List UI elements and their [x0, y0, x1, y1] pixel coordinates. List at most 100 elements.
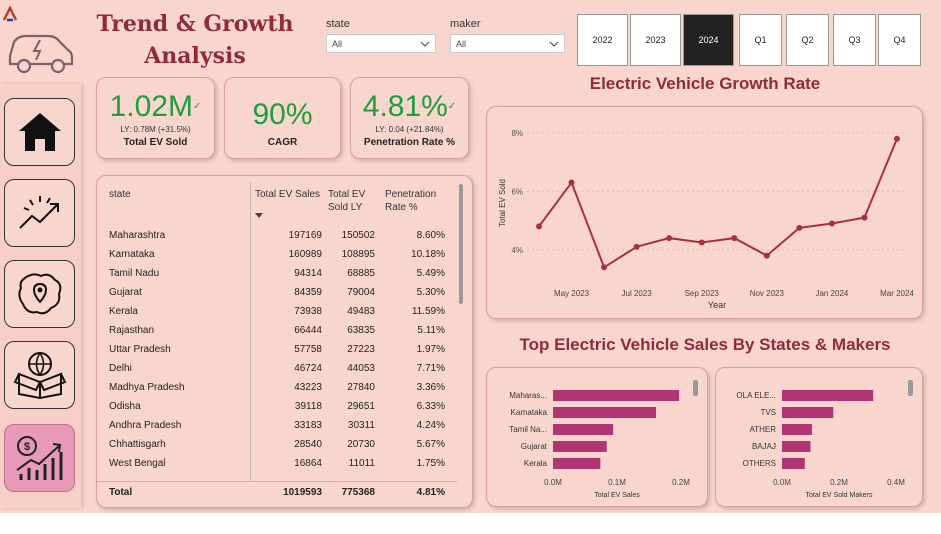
box-icon — [13, 352, 66, 400]
bar-category-label: Karnataka — [511, 408, 548, 417]
table-row[interactable]: Delhi 46724 44053 7.71% — [97, 359, 457, 378]
maker-dropdown-value: All — [456, 38, 467, 49]
quarter-slicer-q2[interactable]: Q2 — [786, 14, 829, 66]
bar-category-label: BAJAJ — [752, 442, 776, 451]
state-dropdown-value: All — [332, 38, 343, 49]
x-tick-label: 0.1M — [608, 478, 626, 487]
x-tick-label: 0.2M — [830, 478, 848, 487]
quarter-slicer-q3[interactable]: Q3 — [833, 14, 876, 66]
table-row[interactable]: West Bengal 16864 11011 1.75% — [97, 454, 457, 473]
bar[interactable] — [553, 407, 657, 418]
data-point[interactable] — [601, 264, 608, 271]
table-row[interactable]: Chhattisgarh 28540 20730 5.67% — [97, 435, 457, 454]
data-point[interactable] — [796, 224, 803, 231]
table-row[interactable]: Rajasthan 66444 63835 5.11% — [97, 321, 457, 340]
sales-cell: 160989 — [288, 249, 322, 260]
table-row[interactable]: Karnataka 160989 108895 10.18% — [97, 245, 457, 264]
bar[interactable] — [782, 458, 805, 469]
total-ev-card: 1.02M✓ LY: 0.78M (+31.5%) Total EV Sold — [96, 77, 215, 159]
data-point[interactable] — [763, 252, 770, 259]
data-point[interactable] — [568, 179, 575, 186]
svg-text:$: $ — [23, 441, 29, 453]
bar[interactable] — [782, 407, 834, 418]
chart-scrollbar[interactable] — [908, 380, 913, 396]
sort-desc-icon[interactable] — [255, 213, 263, 218]
y-tick-label: 6% — [511, 187, 523, 196]
bar[interactable] — [553, 390, 680, 401]
bar[interactable] — [553, 441, 607, 452]
bar[interactable] — [782, 390, 874, 401]
cagr-card: 90% CAGR — [224, 77, 341, 159]
sales-cell: 73938 — [294, 306, 322, 317]
table-row[interactable]: Kerala 73938 49483 11.59% — [97, 302, 457, 321]
data-point[interactable] — [861, 214, 868, 221]
table-row[interactable]: Gujarat 84359 79004 5.30% — [97, 283, 457, 302]
year-slicer-2024[interactable]: 2024 — [683, 14, 734, 66]
table-row[interactable]: Andhra Pradesh 33183 30311 4.24% — [97, 416, 457, 435]
ly-cell: 44053 — [347, 363, 375, 374]
data-point[interactable] — [633, 243, 640, 250]
check-icon: ✓ — [447, 101, 457, 112]
table-row[interactable]: Tamil Nadu 94314 68885 5.49% — [97, 264, 457, 283]
ly-cell: 150502 — [341, 230, 375, 241]
state-cell: Maharashtra — [109, 230, 166, 241]
x-tick-label: Nov 2023 — [750, 289, 785, 298]
col-header-ly[interactable]: Total EV Sold LY — [328, 189, 366, 213]
data-point[interactable] — [731, 235, 738, 242]
quarter-slicer-q1[interactable]: Q1 — [739, 14, 782, 66]
col-header-state[interactable]: state — [109, 189, 131, 200]
state-dropdown[interactable]: All — [326, 34, 436, 53]
sales-chart-title: Top Electric Vehicle Sales By States & M… — [519, 335, 891, 354]
table-row[interactable]: Maharashtra 197169 150502 8.60% — [97, 226, 457, 245]
x-tick-label: Jan 2024 — [815, 289, 848, 298]
rate-cell: 6.33% — [416, 401, 445, 412]
maker-dropdown[interactable]: All — [450, 34, 565, 53]
data-point[interactable] — [666, 235, 673, 242]
quarter-slicer-q4[interactable]: Q4 — [878, 14, 921, 66]
bar[interactable] — [553, 424, 614, 435]
state-filter-label: state — [326, 18, 350, 30]
sales-cell: 94314 — [294, 268, 322, 279]
ly-cell: 27223 — [347, 344, 375, 355]
nav-map-button[interactable] — [4, 260, 75, 328]
x-tick-label: Mar 2024 — [880, 289, 914, 298]
ly-cell: 30311 — [347, 420, 375, 431]
sales-cell: 16864 — [294, 458, 322, 469]
state-cell: West Bengal — [109, 458, 166, 469]
total-label: Total — [109, 487, 133, 498]
data-point[interactable] — [828, 220, 835, 227]
chart-scrollbar[interactable] — [693, 380, 698, 396]
bar[interactable] — [782, 424, 812, 435]
nav-trend-button[interactable] — [4, 179, 75, 247]
table-row[interactable]: Uttar Pradesh 57758 27223 1.97% — [97, 340, 457, 359]
bar-category-label: OLA ELE... — [736, 391, 776, 400]
bar-category-label: Gujarat — [521, 442, 548, 451]
nav-home-button[interactable] — [4, 98, 75, 166]
nav-growth-button[interactable]: $ — [4, 424, 75, 492]
state-cell: Chhattisgarh — [109, 439, 166, 450]
year-slicer-2023[interactable]: 2023 — [630, 14, 681, 66]
penetration-ly: LY: 0.04 (+21.84%) — [375, 125, 444, 134]
x-axis-label: Total EV Sold Makers — [806, 492, 873, 499]
col-header-rate[interactable]: Penetration Rate % — [385, 189, 437, 213]
table-scrollbar[interactable] — [459, 184, 463, 304]
data-point[interactable] — [894, 135, 900, 142]
year-slicer-2022[interactable]: 2022 — [577, 14, 628, 66]
rate-cell: 5.67% — [416, 439, 445, 450]
bar[interactable] — [782, 441, 811, 452]
table-row[interactable]: Odisha 39118 29651 6.33% — [97, 397, 457, 416]
x-axis-label: Total EV Sales — [594, 492, 640, 499]
sales-cell: 46724 — [294, 363, 322, 374]
sales-cell: 84359 — [294, 287, 322, 298]
bar[interactable] — [553, 458, 601, 469]
cagr-value: 90% — [252, 98, 313, 131]
sales-cell: 197169 — [288, 230, 322, 241]
state-table: state Total EV Sales Total EV Sold LY Pe… — [96, 175, 473, 508]
nav-global-button[interactable] — [4, 341, 75, 409]
table-row[interactable]: Madhya Pradesh 43223 27840 3.36% — [97, 378, 457, 397]
data-point[interactable] — [698, 239, 705, 246]
data-point[interactable] — [536, 223, 542, 230]
col-header-sales[interactable]: Total EV Sales — [255, 189, 321, 200]
state-cell: Odisha — [109, 401, 141, 412]
ev-logo — [2, 5, 74, 76]
